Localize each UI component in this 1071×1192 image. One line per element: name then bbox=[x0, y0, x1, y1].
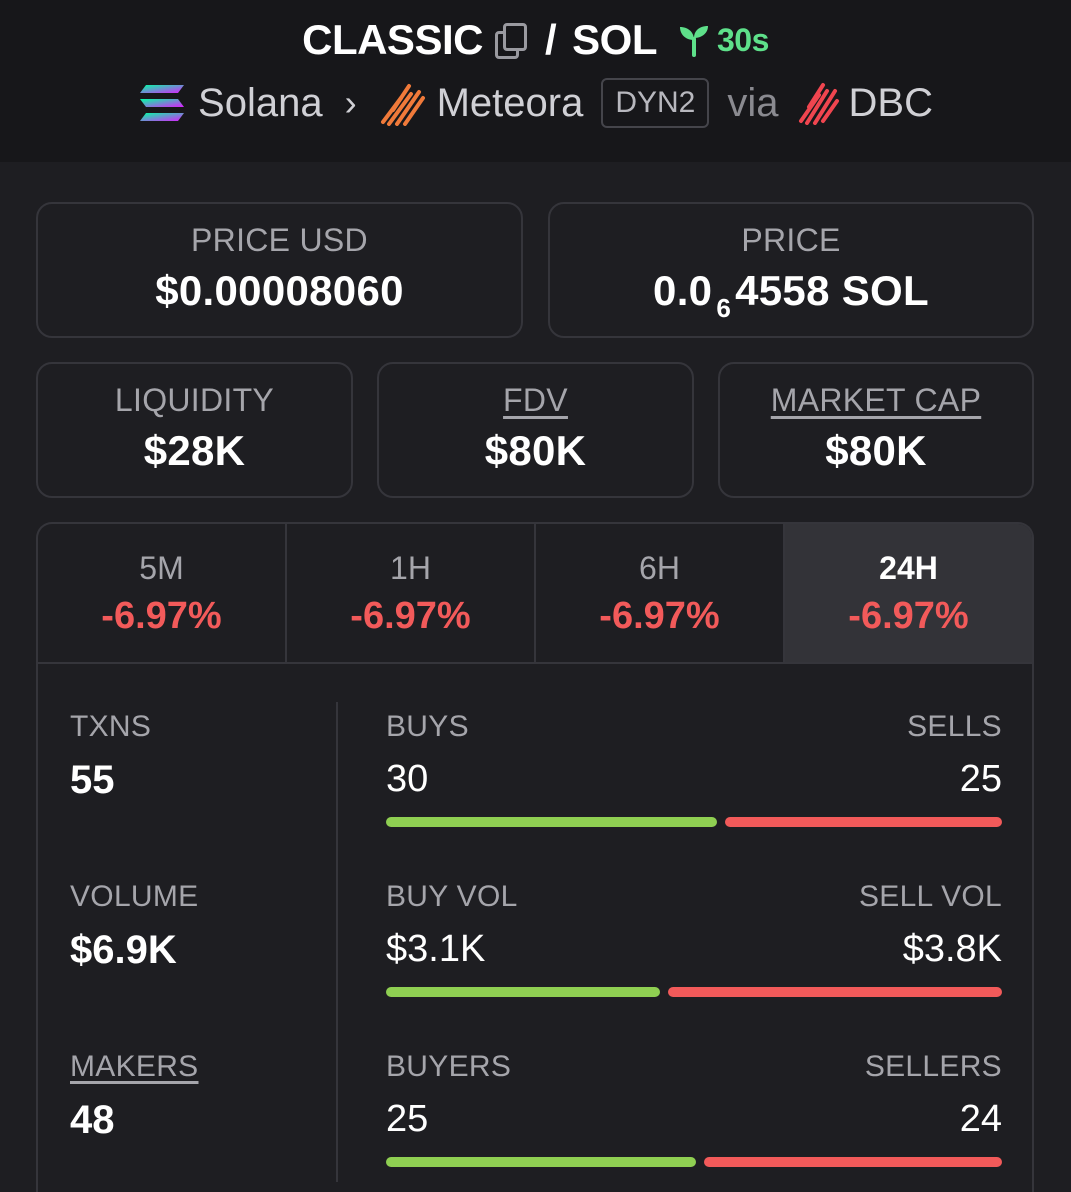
period-label: 5M bbox=[139, 550, 184, 586]
pair-age-badge: 30s bbox=[677, 22, 769, 59]
price-native-card: PRICE 0.0 64558 SOL bbox=[548, 202, 1034, 338]
makers-stat[interactable]: MAKERS 48 bbox=[70, 1050, 199, 1143]
price-native-label: PRICE bbox=[741, 222, 841, 258]
via-label: via bbox=[727, 80, 779, 125]
market-cap-label[interactable]: MARKET CAP bbox=[770, 382, 982, 418]
quote-symbol: SOL bbox=[572, 16, 657, 63]
chain-link[interactable]: Solana bbox=[198, 80, 323, 125]
pair-title: CLASSIC / SOL 30s bbox=[0, 12, 1071, 68]
buys-label: BUYS bbox=[386, 710, 469, 743]
volume-bar bbox=[386, 987, 1002, 997]
buys-sells-bar bbox=[386, 817, 1002, 827]
sell-vol-value: $3.8K bbox=[902, 928, 1002, 970]
period-label: 1H bbox=[390, 550, 431, 586]
buyers-sellers-split: BUYERS SELLERS 25 24 bbox=[386, 1050, 1002, 1167]
pair-separator: / bbox=[544, 16, 557, 63]
buyers-sellers-bar bbox=[386, 1157, 1002, 1167]
buy-vol-label: BUY VOL bbox=[386, 880, 518, 913]
chevron-right-icon: › bbox=[344, 82, 357, 123]
txns-label: TXNS bbox=[70, 710, 152, 743]
tab-6h[interactable]: 6H -6.97% bbox=[536, 524, 785, 662]
fdv-value: $80K bbox=[484, 427, 587, 474]
period-tabs: 5M -6.97% 1H -6.97% 6H -6.97% 24H -6.97% bbox=[38, 524, 1032, 664]
makers-value: 48 bbox=[70, 1098, 115, 1142]
stats-panel: 5M -6.97% 1H -6.97% 6H -6.97% 24H -6.97%… bbox=[36, 522, 1034, 1192]
volume-value: $6.9K bbox=[70, 928, 177, 972]
sells-bar bbox=[725, 817, 1002, 827]
fdv-card[interactable]: FDV $80K bbox=[377, 362, 694, 498]
tab-24h[interactable]: 24H -6.97% bbox=[785, 524, 1032, 662]
price-usd-value: $0.00008060 bbox=[155, 267, 404, 314]
buys-value: 30 bbox=[386, 758, 429, 800]
market-cap-value: $80K bbox=[825, 427, 927, 474]
sprout-icon bbox=[679, 26, 708, 57]
buy-vol-value: $3.1K bbox=[386, 928, 486, 970]
period-label: 6H bbox=[639, 550, 680, 586]
meteora-icon bbox=[380, 84, 425, 126]
token-symbol: CLASSIC bbox=[302, 16, 483, 63]
pool-type-badge: DYN2 bbox=[601, 78, 710, 128]
dex-link[interactable]: Meteora bbox=[436, 80, 584, 125]
sell-vol-label: SELL VOL bbox=[858, 880, 1002, 913]
buyers-label: BUYERS bbox=[386, 1050, 512, 1083]
volume-stat: VOLUME $6.9K bbox=[70, 880, 199, 973]
period-change: -6.97% bbox=[350, 595, 471, 637]
sells-label: SELLS bbox=[907, 710, 1002, 743]
sellers-value: 24 bbox=[959, 1098, 1002, 1140]
sellers-bar bbox=[704, 1157, 1002, 1167]
sellers-label: SELLERS bbox=[864, 1050, 1002, 1083]
txns-stat: TXNS 55 bbox=[70, 710, 151, 803]
txns-value: 55 bbox=[70, 758, 115, 802]
volume-split: BUY VOL SELL VOL $3.1K $3.8K bbox=[386, 880, 1002, 997]
price-suffix: 4558 SOL bbox=[735, 267, 929, 314]
tab-1h[interactable]: 1H -6.97% bbox=[287, 524, 536, 662]
buys-sells-split: BUYS SELLS 30 25 bbox=[386, 710, 1002, 827]
market-cap-card[interactable]: MARKET CAP $80K bbox=[718, 362, 1034, 498]
price-native-value: 0.0 64558 SOL bbox=[550, 267, 1032, 323]
solana-icon bbox=[140, 85, 185, 121]
stats-body: TXNS 55 VOLUME $6.9K MAKERS 48 BUYS SELL… bbox=[38, 664, 1032, 1192]
sell-vol-bar bbox=[667, 987, 1002, 997]
liquidity-label: LIQUIDITY bbox=[114, 382, 275, 418]
price-prefix: 0.0 bbox=[653, 267, 713, 314]
buy-vol-bar bbox=[386, 987, 660, 997]
dbc-icon bbox=[798, 83, 839, 125]
pair-header: CLASSIC / SOL 30s Solana › bbox=[0, 0, 1071, 162]
buyers-bar bbox=[386, 1157, 697, 1167]
pair-age: 30s bbox=[716, 21, 769, 58]
price-usd-card: PRICE USD $0.00008060 bbox=[36, 202, 523, 338]
sells-value: 25 bbox=[959, 758, 1002, 800]
liquidity-value: $28K bbox=[143, 427, 246, 474]
breadcrumb: Solana › Meteora DYN2 via DBC bbox=[0, 74, 1071, 132]
period-change: -6.97% bbox=[599, 595, 720, 637]
copy-icon[interactable] bbox=[494, 23, 527, 59]
tab-5m[interactable]: 5M -6.97% bbox=[38, 524, 287, 662]
makers-label[interactable]: MAKERS bbox=[70, 1050, 199, 1083]
period-label: 24H bbox=[879, 550, 938, 586]
buyers-value: 25 bbox=[386, 1098, 429, 1140]
period-change: -6.97% bbox=[848, 595, 969, 637]
stats-divider bbox=[336, 702, 338, 1182]
price-usd-label: PRICE USD bbox=[191, 222, 368, 258]
volume-label: VOLUME bbox=[70, 880, 199, 913]
liquidity-card: LIQUIDITY $28K bbox=[36, 362, 353, 498]
buys-bar bbox=[386, 817, 718, 827]
price-zero-count: 6 bbox=[716, 293, 732, 323]
fdv-label[interactable]: FDV bbox=[503, 382, 568, 418]
launchpad-link[interactable]: DBC bbox=[848, 80, 933, 125]
period-change: -6.97% bbox=[101, 595, 222, 637]
